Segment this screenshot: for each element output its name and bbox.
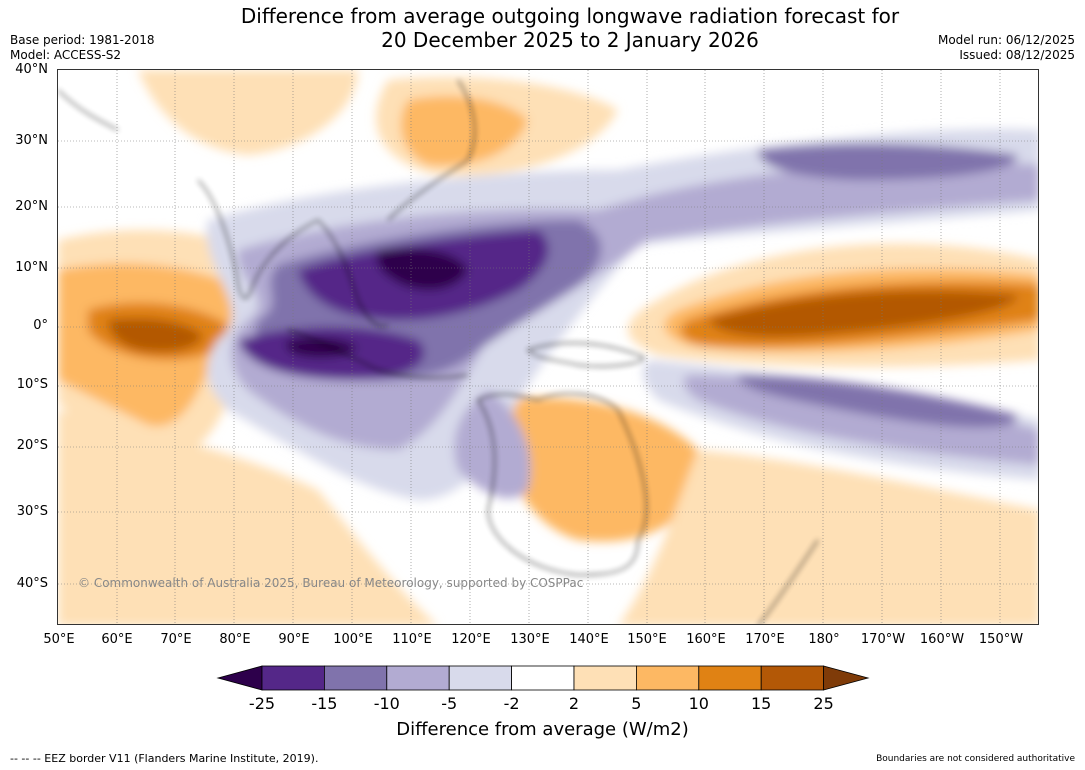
copyright-text: © Commonwealth of Australia 2025, Bureau… [78,576,583,590]
colorbar-segment [760,665,825,691]
lon-label: 70°E [160,632,192,647]
lat-label: 40°S [16,576,48,591]
lat-label: 30°N [15,133,48,148]
colorbar-segment [386,665,450,691]
lat-label: 20°N [15,199,48,214]
colorbar-tick: -5 [441,694,458,713]
colorbar [216,664,870,694]
colorbar-arrow-high [823,665,870,691]
title-line-2: 20 December 2025 to 2 January 2026 [381,28,759,52]
colorbar-tick: 15 [751,694,772,713]
lon-label: 90°E [278,632,310,647]
lon-label: 50°E [43,632,75,647]
warm-pacific-core [708,290,1018,337]
lon-label: 120°E [451,632,491,647]
meta-right: Model run: 06/12/2025 Issued: 08/12/2025 [938,33,1075,63]
lon-label: 170°E [745,632,785,647]
colorbar-tick: 25 [813,694,834,713]
colorbar-segment [698,665,762,691]
map-svg: © Commonwealth of Australia 2025, Bureau… [58,70,1038,624]
model-run: Model run: 06/12/2025 [937,33,1075,47]
boundary-disclaimer: Boundaries are not considered authoritat… [876,754,1075,764]
colorbar-segment [261,665,325,691]
lon-label: 150°E [627,632,667,647]
cool-spcz-mid [683,375,1038,465]
lon-label: 150°W [978,632,1024,647]
colorbar-arrow-low [216,665,263,691]
colorbar-segment [573,665,637,691]
china-coast [387,79,476,221]
cool-north-pacific [758,143,1018,180]
australia-coast [477,392,647,576]
model-name: Model: ACCESS-S2 [10,48,122,62]
lon-label: 160°E [686,632,726,647]
map-panel[interactable]: © Commonwealth of Australia 2025, Bureau… [57,69,1039,625]
cool-northwest-australia [454,390,531,499]
colorbar-segment [511,665,575,691]
colorbar-title: Difference from average (W/m2) [396,719,689,740]
meta-left: Base period: 1981-2018 Model: ACCESS-S2 [10,33,155,63]
sumatra-java-coast [287,329,469,379]
new-guinea-coast [526,342,644,367]
lon-label: 140°E [569,632,609,647]
title-line-1: Difference from average outgoing longwav… [240,4,900,28]
colorbar-segment [448,665,512,691]
lon-label: 60°E [101,632,133,647]
map-title: Difference from average outgoing longwav… [0,4,1085,52]
indochina-coast [317,219,389,327]
lon-label: 130°E [510,632,550,647]
colorbar-tick: -15 [311,694,338,713]
coastlines [58,79,819,624]
warm-australia [498,397,700,542]
cool-spcz-inner [738,375,1018,428]
warm-himalaya [138,70,358,155]
lat-label: 10°N [15,260,48,275]
colorbar-tick: 10 [688,694,709,713]
anomaly-field [58,70,1038,624]
cool-core-north [376,248,468,290]
colorbar-svg [216,665,870,691]
cool-core-south [286,337,358,358]
lat-label: 30°S [16,504,48,519]
lon-label: 160°W [919,632,965,647]
colorbar-tick: 2 [568,694,580,713]
arabia-coast [58,89,119,131]
lon-label: 180° [808,632,840,647]
warm-china-core [400,96,528,166]
eez-note: -- -- -- EEZ border V11 (Flanders Marine… [10,752,319,765]
colorbar-tick: 5 [631,694,642,713]
colorbar-segment [324,665,388,691]
colorbar-segment [635,665,700,691]
lat-label: 20°S [16,438,48,453]
lon-label: 170°W [860,632,906,647]
issued-date: Issued: 08/12/2025 [959,48,1075,62]
warm-southwest-pacific [619,450,1038,624]
lon-label: 110°E [392,632,432,647]
lon-label: 80°E [219,632,251,647]
base-period: Base period: 1981-2018 [10,33,155,47]
lat-label: 10°S [16,377,48,392]
lon-label: 100°E [333,632,373,647]
warm-south-indian [58,410,436,624]
colorbar-tick: -25 [248,694,276,713]
india-coast [197,179,319,299]
colorbar-tick: -10 [373,694,400,713]
new-zealand-coast [758,539,819,624]
lat-label: 0° [33,318,48,333]
colorbar-tick: -2 [503,694,520,713]
lat-label: 40°N [15,62,48,77]
warm-indian-ocean-peak [108,318,203,352]
